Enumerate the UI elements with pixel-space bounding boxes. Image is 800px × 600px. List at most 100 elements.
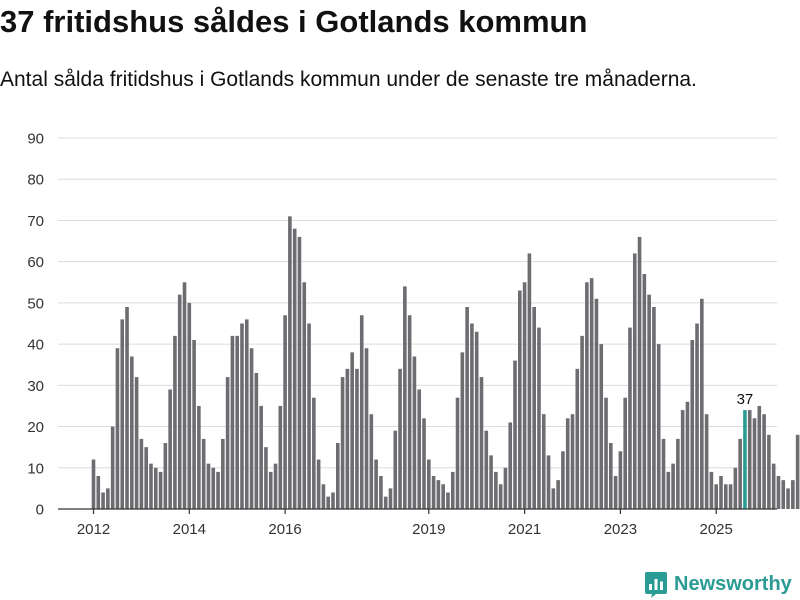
- bar: [465, 307, 469, 509]
- data-label: 37: [737, 391, 754, 408]
- bar: [331, 492, 335, 509]
- bar: [403, 286, 407, 509]
- bar: [335, 443, 340, 509]
- bar: [110, 426, 115, 509]
- x-tick-label: 2014: [173, 521, 206, 538]
- bar-highlighted: [743, 410, 747, 509]
- y-tick-label: 60: [27, 254, 44, 271]
- bar: [326, 496, 331, 509]
- bar: [791, 480, 795, 509]
- bar: [541, 414, 546, 509]
- bar: [259, 405, 263, 509]
- bar: [350, 352, 354, 509]
- bar: [201, 438, 206, 509]
- bar: [316, 459, 321, 509]
- bar: [96, 476, 101, 509]
- bar: [436, 480, 441, 509]
- bar: [484, 430, 489, 509]
- bar: [685, 401, 690, 509]
- bar: [680, 410, 685, 509]
- bar: [652, 307, 656, 509]
- bar: [518, 290, 522, 509]
- bar: [786, 488, 790, 509]
- bar: [661, 438, 666, 509]
- bar: [537, 327, 541, 509]
- bar: [297, 236, 302, 509]
- bar: [153, 467, 158, 509]
- bar: [398, 368, 402, 509]
- bar: [762, 414, 766, 509]
- bar: [570, 414, 575, 509]
- y-tick-label: 80: [27, 172, 44, 189]
- newsworthy-logo: Newsworthy: [644, 569, 792, 599]
- bar: [565, 418, 570, 509]
- y-tick-label: 0: [36, 502, 44, 519]
- bar: [388, 488, 393, 509]
- bar: [288, 216, 292, 509]
- bar: [503, 467, 508, 509]
- bar: [479, 377, 484, 509]
- bar: [700, 298, 704, 509]
- bar: [307, 323, 311, 509]
- bar: [460, 352, 465, 509]
- bar: [450, 471, 455, 509]
- bar: [292, 228, 297, 509]
- bar: [704, 414, 709, 509]
- bar: [676, 438, 680, 509]
- bar: [632, 253, 637, 509]
- bar: [355, 368, 359, 509]
- x-tick-label: 2025: [700, 521, 733, 538]
- bar: [312, 397, 316, 509]
- bar: [254, 372, 259, 509]
- bar: [580, 335, 584, 509]
- bar: [230, 335, 235, 509]
- x-axis: 2012 2014 2016 2019 2021 2023 2025: [58, 508, 777, 538]
- bar: [417, 389, 422, 509]
- bar: [134, 377, 139, 509]
- bar: [613, 476, 618, 509]
- bar: [719, 476, 723, 509]
- bar: [757, 405, 762, 509]
- bar: [345, 368, 350, 509]
- bar: [771, 463, 776, 509]
- bar: [695, 323, 699, 509]
- bar: [767, 434, 771, 509]
- bar: [546, 455, 551, 509]
- x-tick-label: 2016: [268, 521, 301, 538]
- bar: [369, 414, 374, 509]
- bar: [158, 471, 163, 509]
- bar: [781, 480, 786, 509]
- y-tick-label: 70: [27, 213, 44, 230]
- bar: [235, 335, 239, 509]
- y-tick-label: 10: [27, 460, 44, 477]
- bar: [412, 356, 417, 509]
- bar: [211, 467, 216, 509]
- bar: [101, 492, 105, 509]
- bar: [455, 397, 460, 509]
- bar: [249, 348, 254, 509]
- bar: [513, 360, 517, 509]
- bar: [551, 488, 556, 509]
- bar: [91, 459, 96, 509]
- bar: [130, 356, 134, 509]
- bar: [599, 344, 604, 509]
- bar: [609, 443, 613, 509]
- bar: [489, 455, 493, 509]
- brand-name: Newsworthy: [674, 572, 792, 595]
- bar: [441, 484, 445, 509]
- bar: [192, 339, 196, 509]
- bar: [120, 319, 125, 509]
- bar: [340, 377, 345, 509]
- bar: [776, 476, 781, 509]
- bar: [225, 377, 230, 509]
- bar: [144, 447, 148, 509]
- bar: [690, 339, 695, 509]
- bar: [532, 307, 536, 509]
- y-tick-label: 90: [27, 131, 44, 148]
- bar: [561, 451, 565, 509]
- bar: [115, 348, 120, 509]
- bar: [240, 323, 244, 509]
- bar: [273, 463, 278, 509]
- y-tick-label: 50: [27, 295, 44, 312]
- bar: [278, 405, 283, 509]
